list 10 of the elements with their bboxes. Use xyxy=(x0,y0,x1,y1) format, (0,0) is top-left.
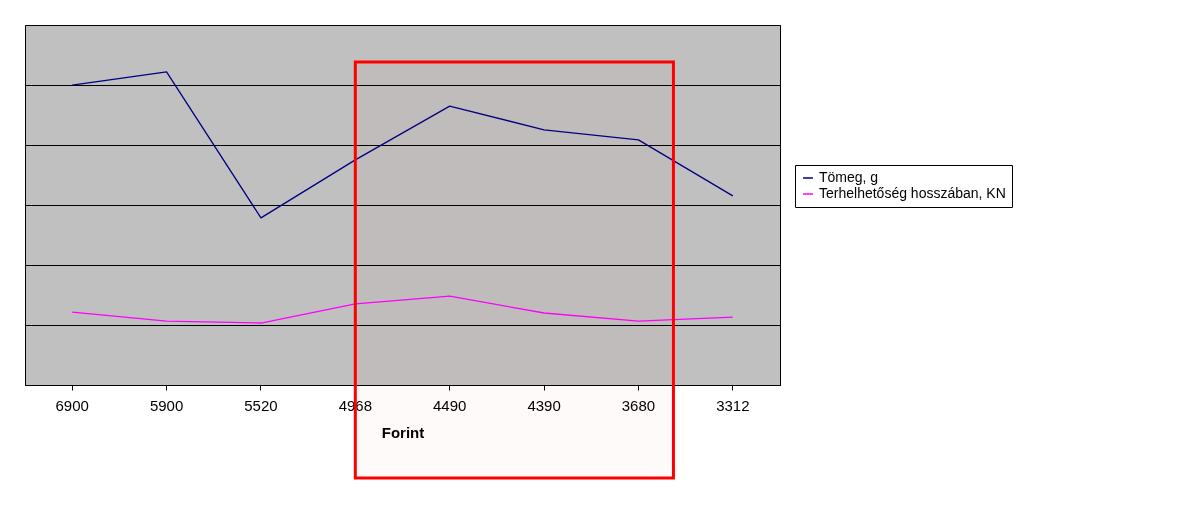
x-tick-label: 3312 xyxy=(716,396,750,414)
x-tick-label: 5900 xyxy=(149,396,184,414)
x-tick-label: 6900 xyxy=(55,396,89,414)
x-tick-label: 4490 xyxy=(433,396,467,414)
legend-label: Terhelhetőség hosszában, KN xyxy=(819,185,1006,201)
x-tick-label: 4390 xyxy=(527,396,561,414)
x-axis-title: Forint xyxy=(381,423,425,441)
legend-label: Tömeg, g xyxy=(819,169,879,185)
x-tick-label: 3680 xyxy=(621,396,656,414)
x-tick-label: 5520 xyxy=(244,396,278,414)
